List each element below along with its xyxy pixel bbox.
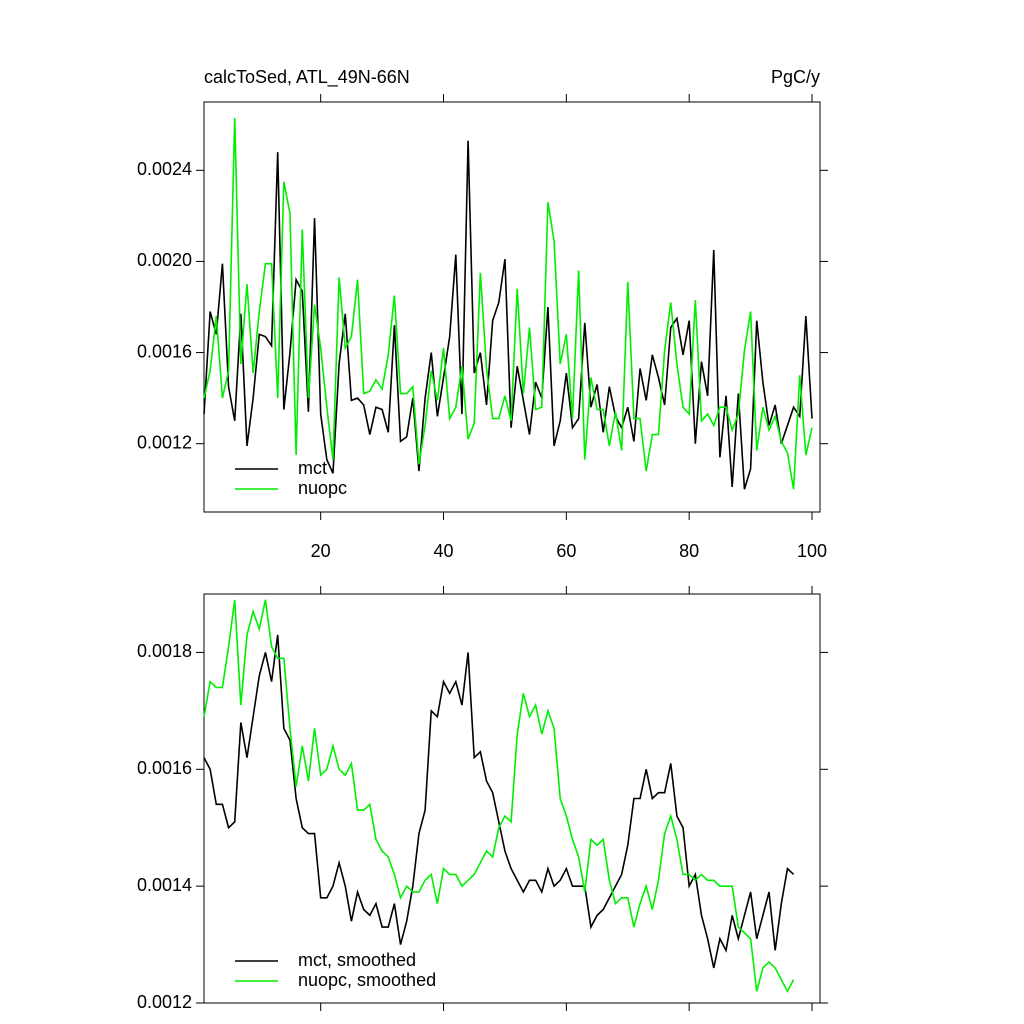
y-tick-label: 0.0024 [137, 159, 192, 179]
data-line [203, 599, 795, 994]
data-line [203, 634, 795, 969]
x-tick-label: 20 [311, 541, 331, 561]
legend-label: nuopc, smoothed [298, 970, 436, 990]
plot-frame [203, 101, 821, 513]
y-tick-label: 0.0012 [137, 992, 192, 1012]
y-tick-label: 0.0016 [137, 341, 192, 361]
legend-label: mct, smoothed [298, 950, 416, 970]
units-label: PgC/y [771, 67, 820, 87]
y-tick-label: 0.0014 [137, 875, 192, 895]
y-tick-label: 0.0020 [137, 250, 192, 270]
x-tick-label: 80 [679, 541, 699, 561]
y-tick-label: 0.0016 [137, 758, 192, 778]
plot-frame [203, 593, 821, 1004]
data-line [203, 140, 813, 490]
chart-title: calcToSed, ATL_49N-66N [204, 67, 410, 88]
y-tick-label: 0.0018 [137, 641, 192, 661]
x-tick-label: 100 [797, 541, 827, 561]
legend-label: mct [298, 458, 327, 478]
x-tick-label: 60 [556, 541, 576, 561]
x-tick-label: 40 [434, 541, 454, 561]
data-line [203, 117, 813, 490]
legend-label: nuopc [298, 478, 347, 498]
y-tick-label: 0.0012 [137, 432, 192, 452]
